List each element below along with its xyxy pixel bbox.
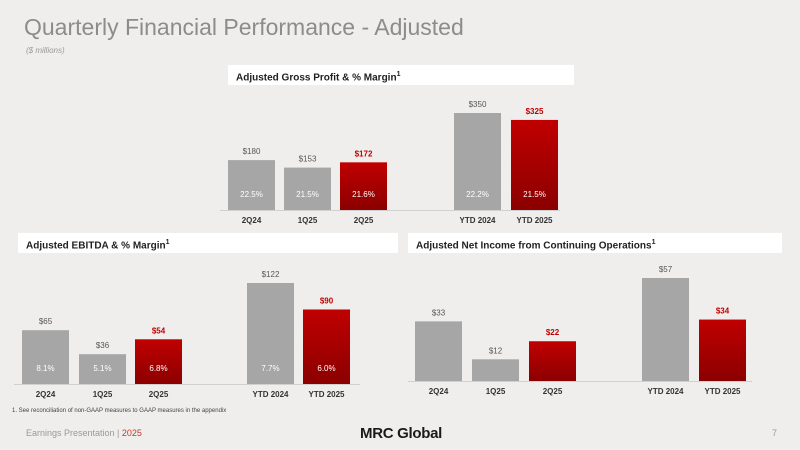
net-income-value-label: $22 bbox=[546, 328, 560, 337]
ebitda-margin-label: 6.0% bbox=[317, 364, 335, 373]
ebitda-category-label: YTD 2024 bbox=[252, 390, 289, 399]
gross-profit-category-label: YTD 2025 bbox=[516, 216, 553, 225]
net-income-value-label: $57 bbox=[659, 265, 673, 274]
ebitda-margin-label: 7.7% bbox=[261, 364, 279, 373]
gross-profit-value-label: $350 bbox=[469, 100, 487, 109]
ebitda-bar bbox=[79, 354, 126, 384]
gross-profit-value-label: $180 bbox=[243, 147, 261, 156]
gross-profit-category-label: 2Q24 bbox=[242, 216, 262, 225]
ebitda-value-label: $36 bbox=[96, 341, 110, 350]
page-number: 7 bbox=[772, 428, 778, 438]
net-income-category-label: 2Q24 bbox=[429, 387, 449, 396]
gross-profit-margin-label: 21.6% bbox=[352, 190, 375, 199]
ebitda-margin-label: 8.1% bbox=[36, 364, 54, 373]
net-income-bar bbox=[415, 321, 462, 381]
gross-profit-margin-label: 21.5% bbox=[296, 190, 319, 199]
net-income-bar bbox=[642, 278, 689, 381]
gross-profit-margin-label: 21.5% bbox=[523, 190, 546, 199]
gross-profit-category-label: 1Q25 bbox=[298, 216, 318, 225]
net-income-value-label: $34 bbox=[716, 307, 730, 316]
gross-profit-bar bbox=[284, 167, 331, 210]
page-subtitle: ($ millions) bbox=[26, 46, 65, 55]
net-income-bar bbox=[699, 319, 746, 381]
net-income-bar bbox=[529, 341, 576, 381]
net-income-bar bbox=[472, 359, 519, 381]
gross-profit-value-label: $153 bbox=[299, 155, 317, 164]
net-income-value-label: $33 bbox=[432, 308, 446, 317]
net-income-chart-title: Adjusted Net Income from Continuing Oper… bbox=[408, 233, 782, 253]
ebitda-margin-label: 6.8% bbox=[149, 364, 167, 373]
gross-profit-value-label: $172 bbox=[355, 149, 373, 158]
ebitda-bar bbox=[303, 309, 350, 384]
gross-profit-margin-label: 22.5% bbox=[240, 190, 263, 199]
ebitda-bar bbox=[22, 330, 69, 384]
gross-profit-category-label: 2Q25 bbox=[354, 216, 374, 225]
footer-label: Earnings Presentation | 2025 bbox=[26, 428, 142, 438]
net-income-category-label: YTD 2025 bbox=[704, 387, 741, 396]
ebitda-value-label: $54 bbox=[152, 326, 166, 335]
net-income-value-label: $12 bbox=[489, 346, 503, 355]
company-logo: MRC Global bbox=[360, 425, 442, 442]
ebitda-bar bbox=[135, 339, 182, 384]
gross-profit-bar bbox=[511, 119, 558, 210]
footnote: 1. See reconciliation of non-GAAP measur… bbox=[12, 408, 227, 414]
gross-profit-bar bbox=[228, 160, 275, 210]
ebitda-value-label: $90 bbox=[320, 296, 334, 305]
gross-profit-bar bbox=[340, 162, 387, 210]
ebitda-value-label: $65 bbox=[39, 317, 53, 326]
ebitda-category-label: 2Q24 bbox=[36, 390, 56, 399]
gross-profit-bar bbox=[454, 113, 501, 210]
gross-profit-category-label: YTD 2024 bbox=[459, 216, 496, 225]
ebitda-value-label: $122 bbox=[262, 270, 280, 279]
ebitda-chart-title: Adjusted EBITDA & % Margin1 bbox=[18, 233, 398, 253]
ebitda-bar bbox=[247, 283, 294, 384]
net-income-category-label: 2Q25 bbox=[543, 387, 563, 396]
net-income-category-label: 1Q25 bbox=[486, 387, 506, 396]
gross-profit-chart-title: Adjusted Gross Profit & % Margin1 bbox=[228, 65, 574, 85]
gross-profit-margin-label: 22.2% bbox=[466, 190, 489, 199]
ebitda-category-label: YTD 2025 bbox=[308, 390, 345, 399]
ebitda-category-label: 1Q25 bbox=[93, 390, 113, 399]
ebitda-margin-label: 5.1% bbox=[93, 364, 111, 373]
gross-profit-value-label: $325 bbox=[526, 107, 544, 116]
page-title: Quarterly Financial Performance - Adjust… bbox=[24, 14, 464, 40]
ebitda-category-label: 2Q25 bbox=[149, 390, 169, 399]
footer-year: 2025 bbox=[121, 428, 142, 438]
net-income-category-label: YTD 2024 bbox=[647, 387, 684, 396]
